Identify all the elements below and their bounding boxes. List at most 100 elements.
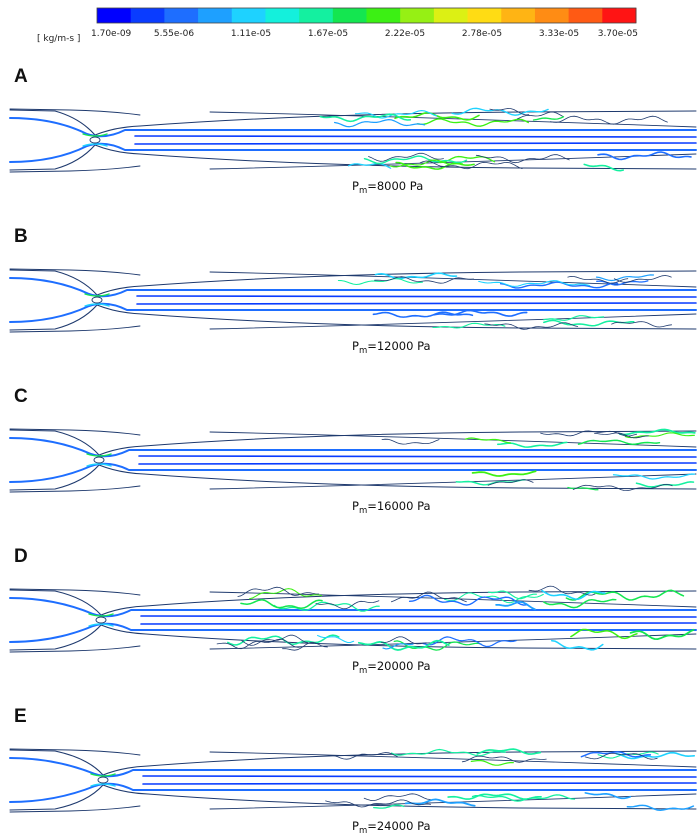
diffuser-wall-lower — [143, 473, 697, 490]
turbulent-contour — [347, 162, 392, 169]
turbulent-contour — [372, 311, 474, 318]
turbulent-contour — [570, 628, 638, 640]
throat-highlight — [90, 783, 116, 787]
outer-streamline — [209, 793, 697, 810]
caption-value: =12000 Pa — [367, 339, 430, 353]
throat-highlight — [82, 133, 108, 137]
colorbar-swatch — [602, 8, 637, 23]
caption-value: =24000 Pa — [367, 819, 430, 833]
turbulent-contour — [551, 639, 604, 651]
turbulent-contour — [471, 470, 537, 477]
turbulent-contour — [317, 634, 355, 644]
turbulent-contour — [461, 755, 547, 763]
caption-symbol: P — [352, 339, 359, 353]
colorbar-frame — [96, 7, 637, 24]
colorbar-tick-label: 2.78e-05 — [462, 29, 502, 39]
outer-streamline — [209, 431, 697, 448]
turbulent-contour — [577, 439, 661, 446]
colorbar-tick-label: 1.11e-05 — [231, 29, 271, 39]
outer-streamline — [209, 591, 697, 608]
turbulent-contour — [541, 589, 606, 600]
colorbar-swatch — [164, 8, 199, 23]
throat-highlight — [84, 293, 110, 297]
colorbar-swatch — [501, 8, 536, 23]
colorbar-tick-label: 3.33e-05 — [539, 29, 579, 39]
colorbar-tick-label: 3.70e-05 — [598, 29, 638, 39]
colorbar-swatch — [433, 8, 469, 23]
turbulent-contour — [528, 585, 596, 596]
turbulent-contour — [419, 160, 523, 170]
shear-layer-lower — [9, 782, 697, 803]
contour-panel: D Pm=20000 Pa — [9, 546, 697, 676]
caption-subscript: m — [359, 346, 367, 356]
diffuser-wall-upper — [141, 270, 697, 287]
diffuser-wall-upper — [139, 110, 697, 127]
outer-streamline — [209, 153, 697, 170]
panel-caption: Pm=20000 Pa — [352, 659, 431, 676]
turbulent-contour — [550, 115, 668, 125]
turbulent-contour — [567, 276, 629, 284]
panel-letter: A — [14, 66, 28, 87]
colorbar: [ kg/m-s ] 1.70e-09 5.55e-06 1.11e-05 1.67e… — [37, 7, 638, 44]
caption-symbol: P — [352, 499, 359, 513]
turbulent-contour — [373, 804, 405, 809]
outer-streamline — [9, 428, 141, 436]
colorbar-tick-label: 1.67e-05 — [308, 29, 348, 39]
outer-streamline — [9, 588, 141, 596]
shear-layer-upper — [9, 277, 697, 298]
turbulent-contour — [583, 163, 624, 172]
colorbar-swatch — [130, 8, 165, 23]
turbulent-contour — [572, 484, 673, 491]
turbulent-contour — [240, 599, 323, 609]
turbulent-contour — [363, 793, 431, 801]
panel-letter: D — [14, 546, 28, 567]
turbulent-contour — [495, 601, 536, 611]
turbulent-contour — [447, 793, 542, 800]
colorbar-swatch — [400, 8, 435, 23]
turbulent-contour — [565, 589, 685, 601]
turbulent-contour — [499, 281, 619, 289]
throat-highlight — [88, 613, 114, 617]
jet-core-line — [136, 302, 697, 305]
turbulent-contour — [471, 794, 576, 802]
outer-streamline — [9, 805, 141, 813]
turbulent-contour — [612, 473, 696, 480]
shear-layer-lower — [9, 622, 697, 643]
turbulent-contour — [567, 486, 599, 491]
nozzle-wall-lower — [9, 784, 149, 811]
outer-streamline — [9, 325, 141, 333]
turbulent-contour — [613, 275, 672, 283]
turbulent-contour — [333, 118, 426, 128]
caption-symbol: P — [352, 659, 359, 673]
colorbar-swatch — [198, 8, 233, 23]
turbulent-contour — [404, 798, 476, 807]
outer-streamline — [209, 751, 697, 768]
diffuser-wall-lower — [141, 313, 697, 330]
turbulent-contour — [532, 116, 565, 121]
turbulent-contour — [584, 752, 658, 760]
throat-bubble — [91, 296, 103, 304]
throat-bubble — [95, 616, 107, 624]
throat-bubble — [93, 456, 105, 464]
turbulent-contour — [363, 155, 468, 165]
jet-core-line — [140, 615, 697, 618]
caption-subscript: m — [359, 666, 367, 676]
turbulent-contour — [618, 428, 696, 436]
turbulent-contour — [517, 111, 563, 120]
colorbar-swatch — [534, 8, 570, 23]
turbulent-contour — [315, 600, 380, 610]
turbulent-contour — [629, 628, 695, 640]
throat-highlight — [86, 463, 112, 467]
turbulent-contour — [594, 432, 649, 439]
outer-streamline — [9, 108, 141, 116]
shear-layer-lower — [9, 142, 697, 163]
turbulent-contour — [389, 159, 463, 168]
colorbar-unit-label: [ kg/m-s ] — [37, 34, 80, 44]
turbulent-contour — [382, 643, 414, 650]
colorbar-swatch — [467, 8, 502, 23]
panel-letter: B — [14, 226, 28, 247]
throat-highlight — [86, 453, 112, 457]
caption-value: =16000 Pa — [367, 499, 430, 513]
